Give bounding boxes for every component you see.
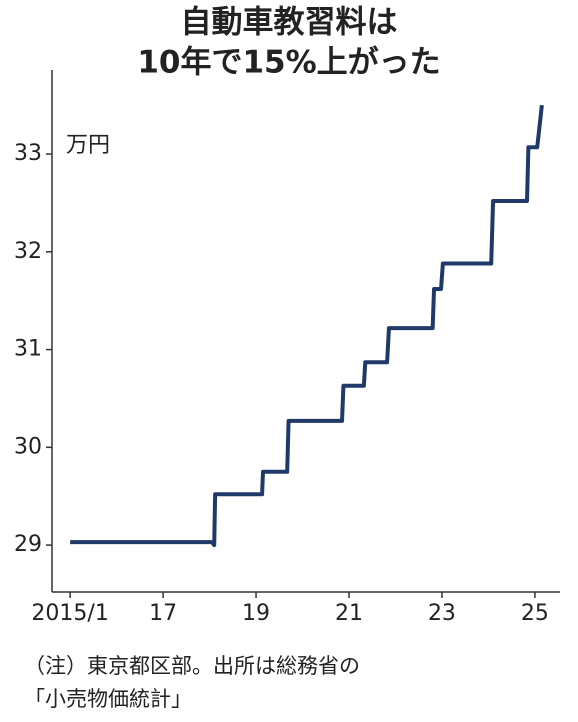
y-tick-label: 29	[14, 532, 42, 557]
y-tick-label: 32	[14, 239, 42, 264]
x-tick-label: 2015/1	[31, 601, 108, 626]
x-tick-label: 17	[149, 601, 177, 626]
note: 「小売物価統計」	[24, 687, 192, 711]
y-tick-label: 33	[14, 141, 42, 166]
line-series	[70, 104, 544, 548]
note: （注）東京都区部。出所は総務省の	[24, 654, 360, 678]
x-tick-label: 19	[242, 601, 270, 626]
y-tick-label: 31	[14, 337, 42, 362]
y-unit: 万円	[66, 133, 110, 158]
x-tick-label: 23	[428, 601, 456, 626]
chart-title: 10年で15%上がった	[137, 45, 440, 81]
chart-title: 自動車教習料は	[181, 5, 398, 41]
y-tick-label: 30	[14, 434, 42, 459]
x-tick-label: 21	[335, 601, 363, 626]
x-tick-label: 25	[521, 601, 549, 626]
